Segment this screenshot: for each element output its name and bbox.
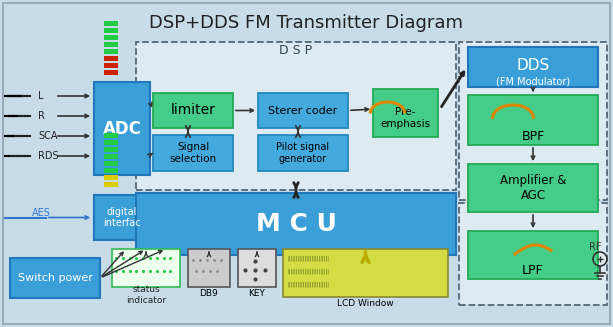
Bar bbox=[104, 168, 118, 173]
Bar bbox=[104, 49, 118, 54]
Bar bbox=[283, 249, 448, 297]
Text: KEY: KEY bbox=[248, 288, 265, 298]
Bar bbox=[104, 147, 118, 152]
Bar bbox=[104, 140, 118, 145]
Bar bbox=[104, 161, 118, 166]
Bar bbox=[104, 56, 118, 61]
Text: Switch power: Switch power bbox=[18, 273, 93, 283]
Text: limiter: limiter bbox=[170, 104, 215, 117]
Bar bbox=[136, 42, 456, 190]
Bar bbox=[188, 249, 230, 287]
Text: DDS: DDS bbox=[516, 58, 550, 73]
Text: M C U: M C U bbox=[256, 212, 337, 236]
Bar bbox=[104, 182, 118, 187]
Text: ADC: ADC bbox=[102, 119, 142, 137]
Text: RDS: RDS bbox=[38, 151, 59, 161]
Text: L: L bbox=[38, 91, 44, 101]
Bar bbox=[459, 42, 607, 200]
Bar bbox=[10, 258, 100, 298]
Text: Amplifier &
AGC: Amplifier & AGC bbox=[500, 174, 566, 202]
Bar bbox=[104, 133, 118, 138]
Text: AES: AES bbox=[32, 208, 51, 217]
Text: R: R bbox=[38, 111, 45, 121]
Text: SCA: SCA bbox=[38, 131, 58, 141]
Bar bbox=[136, 193, 456, 255]
Text: Signal
selection: Signal selection bbox=[169, 142, 216, 164]
Text: Pilot signal
generator: Pilot signal generator bbox=[276, 142, 330, 164]
Text: LCD Window: LCD Window bbox=[337, 299, 394, 307]
Bar bbox=[104, 35, 118, 40]
Text: (FM Modulator): (FM Modulator) bbox=[496, 76, 570, 86]
Text: ||||||||||||||||||||||||: |||||||||||||||||||||||| bbox=[287, 255, 329, 261]
Bar bbox=[238, 249, 276, 287]
Bar bbox=[153, 135, 233, 171]
Text: RF: RF bbox=[588, 242, 601, 252]
Bar bbox=[94, 82, 150, 175]
Bar bbox=[468, 164, 598, 212]
Bar bbox=[104, 28, 118, 33]
Text: Pre-
emphasis: Pre- emphasis bbox=[381, 107, 430, 129]
Text: status
indicator: status indicator bbox=[126, 285, 166, 305]
Bar bbox=[104, 154, 118, 159]
Bar bbox=[94, 195, 150, 240]
Text: ||||||||||||||||||||||||: |||||||||||||||||||||||| bbox=[287, 268, 329, 274]
Bar bbox=[104, 21, 118, 26]
Bar bbox=[258, 93, 348, 128]
Bar bbox=[104, 42, 118, 47]
Text: BPF: BPF bbox=[522, 129, 544, 143]
Bar bbox=[112, 249, 180, 287]
Bar bbox=[468, 231, 598, 279]
Text: DB9: DB9 bbox=[200, 288, 218, 298]
Bar bbox=[104, 63, 118, 68]
Bar bbox=[459, 203, 607, 305]
Bar bbox=[104, 175, 118, 180]
Text: Sterer coder: Sterer coder bbox=[268, 106, 338, 115]
Text: digital
interfac: digital interfac bbox=[103, 207, 141, 228]
Bar bbox=[468, 47, 598, 87]
Text: ||||||||||||||||||||||||: |||||||||||||||||||||||| bbox=[287, 281, 329, 287]
Text: LPF: LPF bbox=[522, 264, 544, 277]
Bar bbox=[258, 135, 348, 171]
Bar bbox=[104, 70, 118, 75]
Text: DSP+DDS FM Transmitter Diagram: DSP+DDS FM Transmitter Diagram bbox=[149, 14, 463, 32]
Bar bbox=[153, 93, 233, 128]
Bar bbox=[468, 95, 598, 145]
Bar bbox=[373, 89, 438, 137]
Text: D S P: D S P bbox=[280, 44, 313, 58]
